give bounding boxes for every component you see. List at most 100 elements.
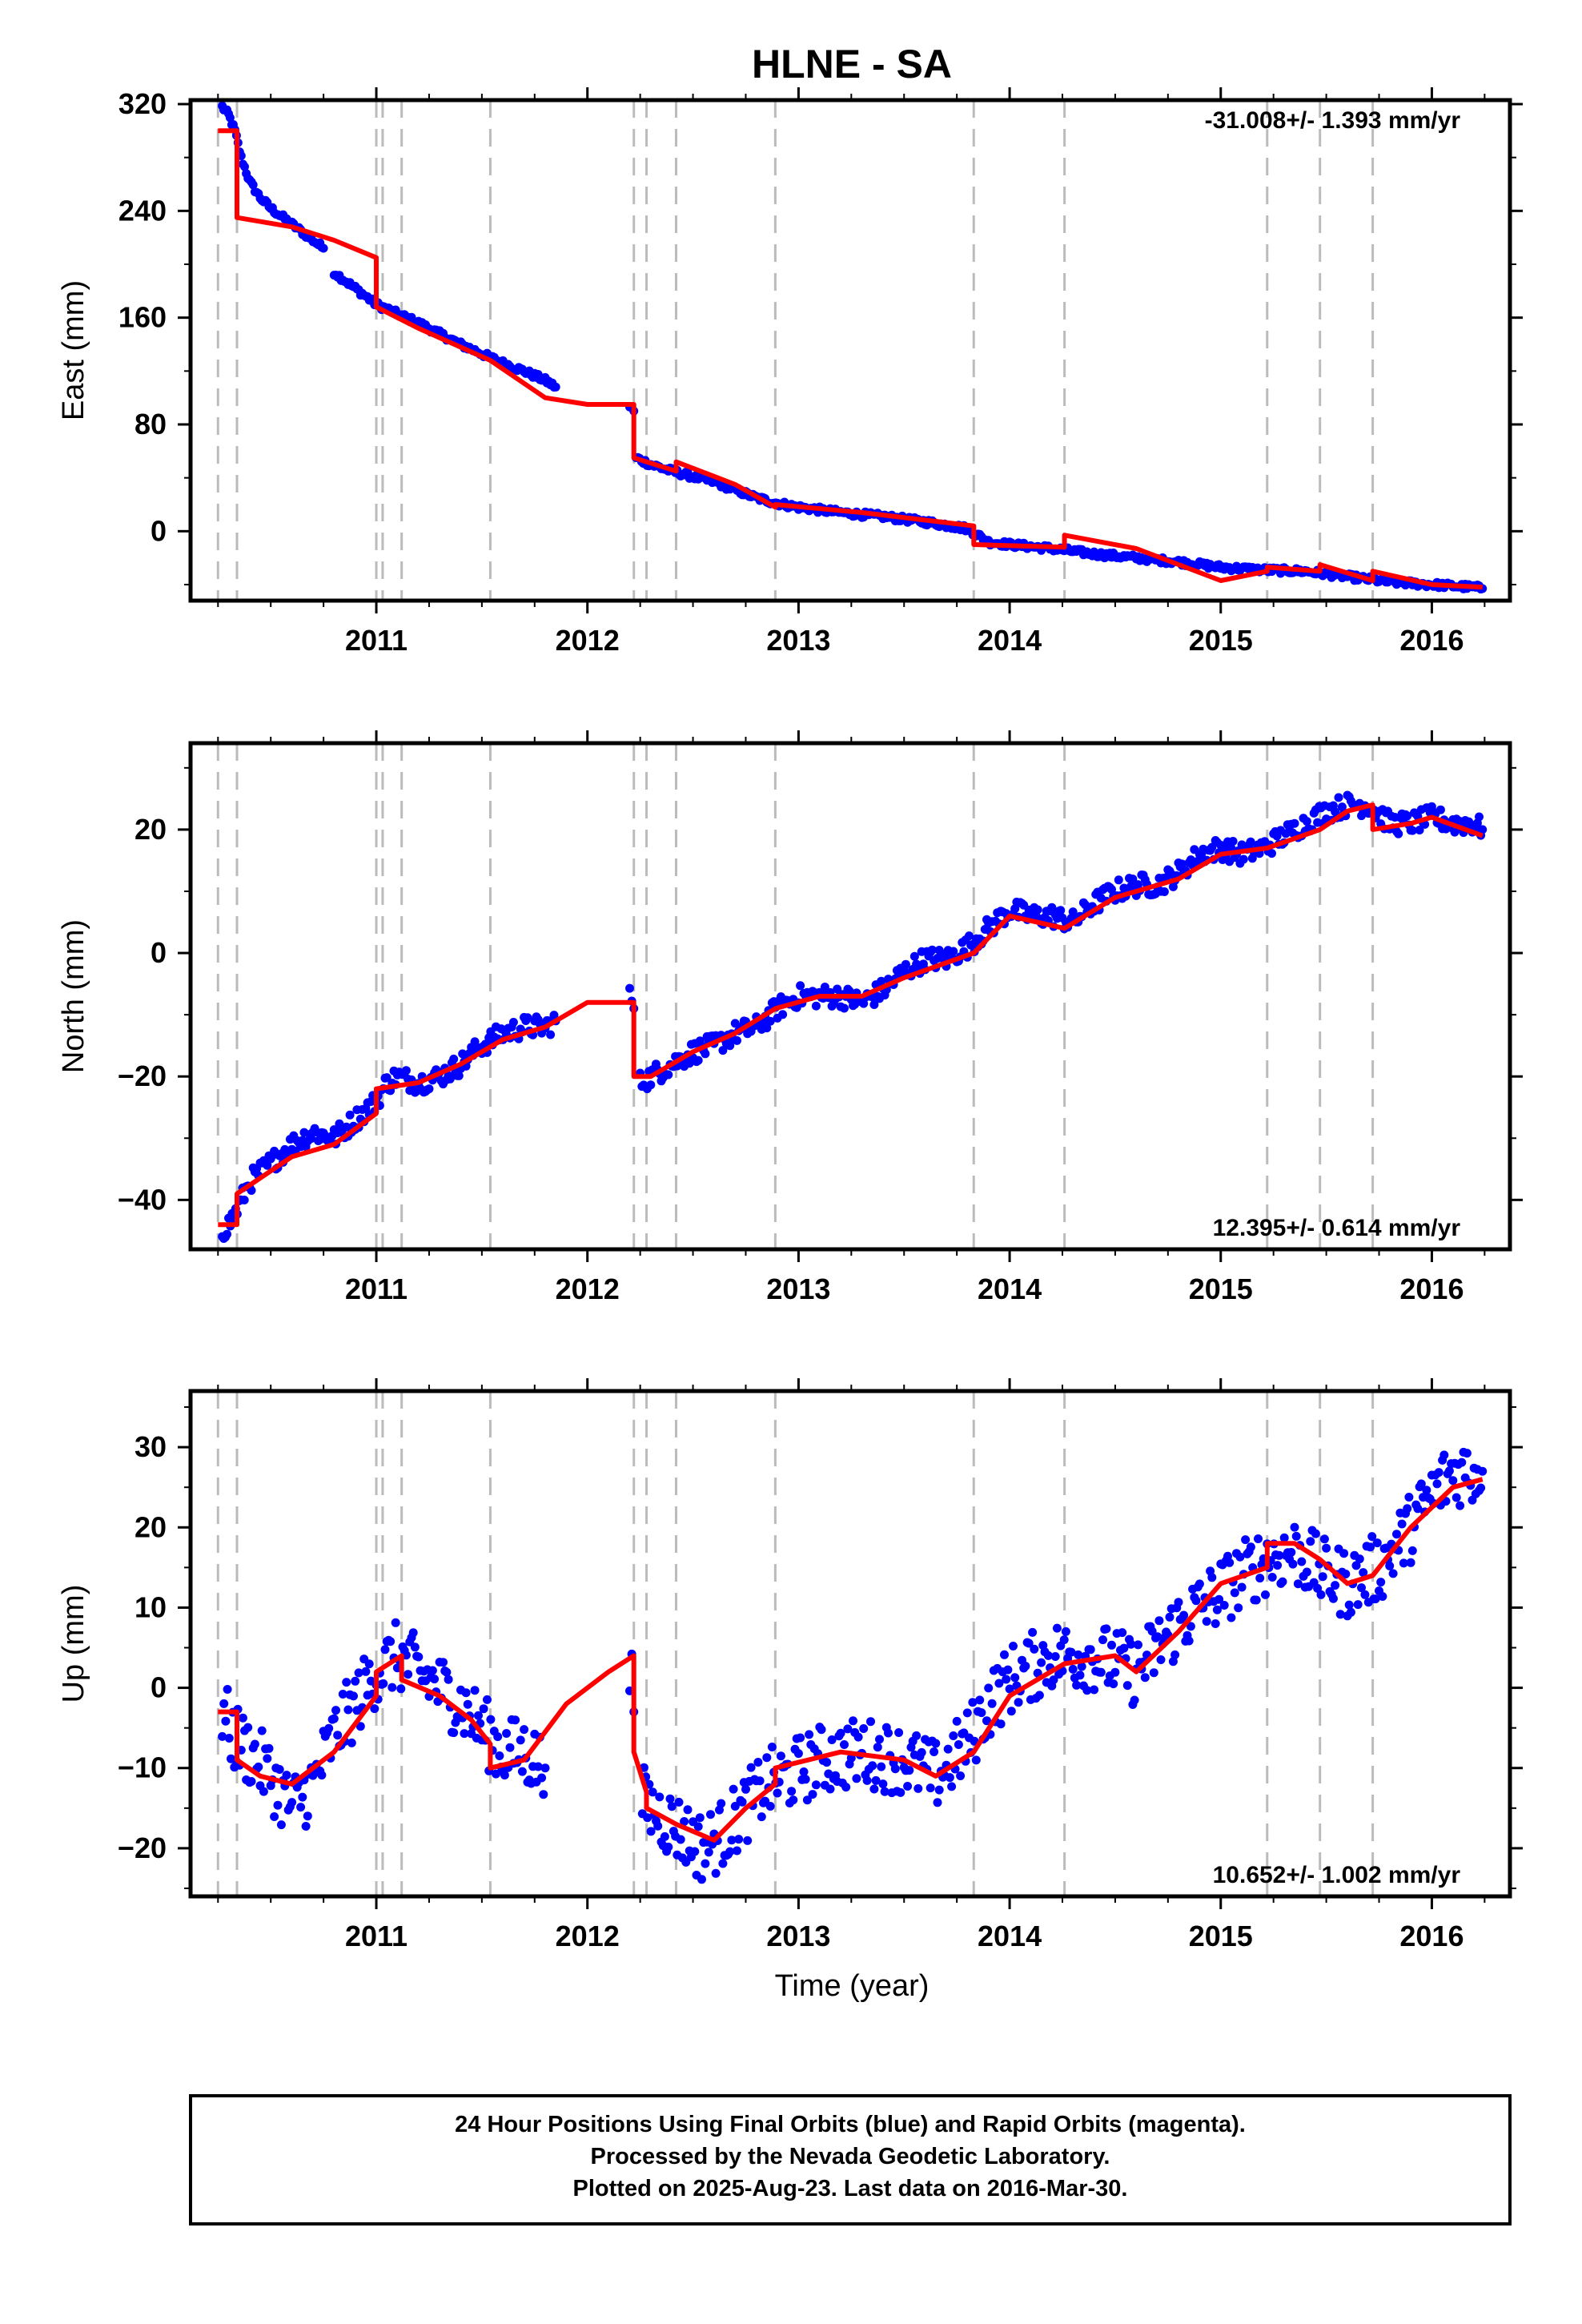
data-point xyxy=(511,1715,520,1725)
x-tick-label: 2011 xyxy=(345,1920,408,1952)
data-point xyxy=(875,1735,884,1744)
rate-annotation: 10.652+/- 1.002 mm/yr xyxy=(1213,1862,1461,1888)
data-point xyxy=(1056,906,1066,915)
data-point xyxy=(1193,856,1203,866)
data-point xyxy=(276,1820,286,1830)
data-point xyxy=(965,931,974,941)
data-point xyxy=(1021,1662,1030,1671)
data-point xyxy=(905,1766,914,1775)
x-tick-label: 2016 xyxy=(1399,1920,1464,1952)
data-point xyxy=(825,1784,835,1794)
data-point xyxy=(646,1080,656,1090)
data-point xyxy=(1230,1588,1239,1598)
data-point xyxy=(1034,1691,1044,1700)
data-point xyxy=(1159,887,1169,896)
data-point xyxy=(949,947,958,956)
rate-annotation: 12.395+/- 0.614 mm/yr xyxy=(1213,1215,1461,1241)
data-point xyxy=(1334,793,1343,802)
data-point xyxy=(1122,1681,1132,1691)
data-point xyxy=(852,1774,861,1783)
data-point xyxy=(926,1783,935,1793)
data-point xyxy=(1456,1501,1465,1510)
data-point xyxy=(701,1859,710,1868)
data-point xyxy=(954,1740,963,1749)
data-point xyxy=(1002,1675,1011,1684)
data-point xyxy=(1028,1627,1038,1637)
data-point xyxy=(1406,1558,1415,1567)
data-point xyxy=(239,1196,249,1204)
data-point xyxy=(1109,1679,1118,1689)
data-point xyxy=(1154,1616,1164,1626)
data-point xyxy=(1351,1561,1361,1570)
data-point xyxy=(1359,1568,1368,1578)
data-point xyxy=(301,1822,311,1831)
data-point xyxy=(801,1775,810,1784)
data-point xyxy=(1319,1534,1329,1544)
data-point xyxy=(1061,1626,1070,1636)
data-point xyxy=(1290,1522,1299,1532)
data-point xyxy=(681,1857,691,1867)
data-point xyxy=(428,1666,437,1675)
data-point xyxy=(808,1790,817,1799)
data-point xyxy=(221,1716,231,1726)
data-point xyxy=(730,1019,740,1028)
data-point xyxy=(1255,1574,1265,1583)
data-point xyxy=(1179,1610,1189,1620)
x-tick-label: 2016 xyxy=(1399,624,1464,657)
data-point xyxy=(508,1018,518,1027)
data-point xyxy=(1439,1450,1449,1460)
data-point xyxy=(776,1751,785,1761)
data-point xyxy=(463,1699,472,1709)
data-point xyxy=(799,1767,809,1776)
data-point xyxy=(805,1730,814,1739)
data-point xyxy=(869,1784,879,1794)
data-point xyxy=(1246,837,1255,846)
data-point xyxy=(817,1725,826,1735)
x-tick-label: 2013 xyxy=(766,1273,830,1305)
data-point xyxy=(1403,811,1412,821)
model-fit-line xyxy=(218,1477,1484,1843)
data-point xyxy=(1279,1533,1289,1542)
data-point xyxy=(1407,1546,1417,1555)
data-point xyxy=(523,1013,532,1023)
data-point xyxy=(224,1734,234,1743)
data-point xyxy=(952,1716,962,1726)
data-point xyxy=(259,1787,268,1796)
data-point xyxy=(1114,875,1123,885)
data-point xyxy=(442,1667,452,1677)
data-point xyxy=(1251,1595,1261,1605)
data-point xyxy=(877,976,886,986)
figure-title: HLNE - SA xyxy=(752,42,952,86)
data-point xyxy=(458,1049,468,1059)
y-tick-label: 30 xyxy=(135,1430,167,1463)
data-point xyxy=(1228,837,1238,846)
x-tick-label: 2015 xyxy=(1189,624,1253,657)
data-point xyxy=(1212,1605,1222,1614)
data-point xyxy=(1316,1590,1326,1599)
data-point xyxy=(379,1679,388,1688)
data-point xyxy=(218,1731,227,1741)
data-point xyxy=(1288,1559,1298,1569)
data-point xyxy=(1261,1590,1270,1599)
data-point xyxy=(646,1827,656,1836)
data-point xyxy=(717,1799,726,1808)
x-tick-label: 2015 xyxy=(1189,1920,1253,1952)
data-point xyxy=(730,1802,740,1811)
data-point xyxy=(1241,1535,1251,1545)
data-point xyxy=(1234,1603,1243,1613)
data-point xyxy=(1165,1612,1174,1622)
data-point xyxy=(495,1751,504,1760)
data-point xyxy=(853,1732,863,1742)
data-point xyxy=(704,1848,713,1857)
data-point xyxy=(1009,1642,1018,1651)
data-point xyxy=(1174,1598,1183,1607)
data-point xyxy=(680,1817,689,1826)
data-point xyxy=(364,1659,374,1669)
data-point xyxy=(718,1046,728,1055)
y-axis-label: Up (mm) xyxy=(57,1585,90,1703)
data-point xyxy=(901,959,910,969)
x-tick-label: 2011 xyxy=(345,624,408,657)
data-point xyxy=(1397,1519,1407,1529)
data-point xyxy=(470,1686,480,1695)
